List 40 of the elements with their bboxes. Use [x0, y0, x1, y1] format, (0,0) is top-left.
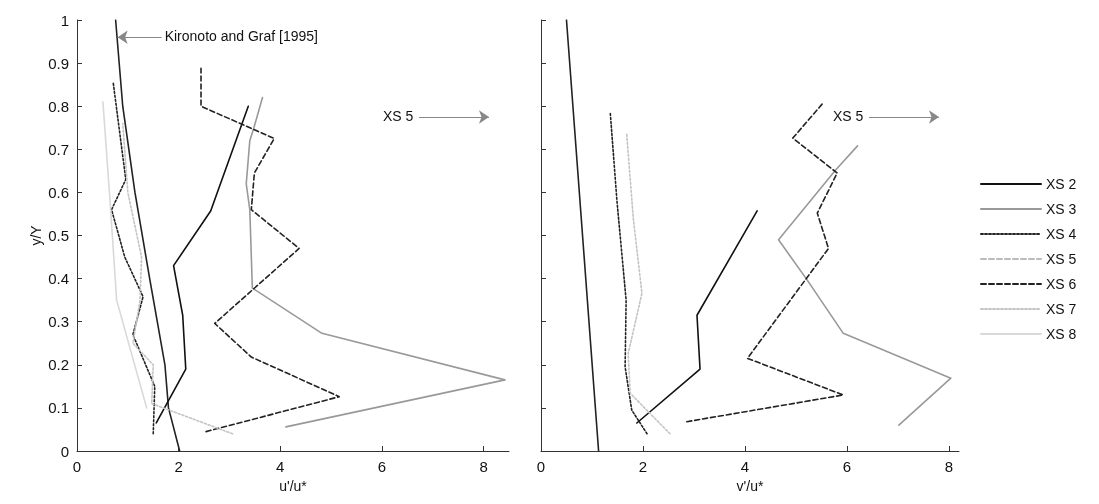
legend-label: XS 7	[1046, 301, 1077, 317]
y-tick-label: 0.9	[48, 54, 69, 72]
y-tick-label: 0.8	[48, 97, 69, 115]
y-axis-title: y/Y	[28, 224, 44, 246]
x-tick-label: 2	[174, 458, 183, 475]
y-tick-label: 0.5	[48, 227, 69, 244]
x-tick-label: 8	[479, 458, 488, 475]
line-series	[200, 67, 341, 433]
y-tick-label: 0	[60, 442, 69, 460]
line-series	[155, 105, 250, 424]
annotation: Kironoto and Graf [1995]	[164, 28, 318, 45]
line-series	[102, 101, 148, 409]
annotation: XS 5	[383, 107, 414, 124]
annotation: XS 5	[833, 107, 864, 124]
x-tick-label: 6	[842, 458, 852, 475]
x-tick-label: 0	[72, 458, 82, 475]
legend-label: XS 6	[1046, 276, 1077, 292]
y-tick-label: 0.3	[48, 313, 69, 331]
line-series	[110, 80, 156, 435]
legend-label: XS 4	[1046, 226, 1077, 242]
y-tick-label: 0.2	[48, 356, 69, 374]
x-tick-label: 0	[536, 458, 546, 475]
y-tick-label: 0.6	[48, 183, 69, 201]
legend-label: XS 8	[1046, 326, 1077, 342]
line-series	[121, 122, 234, 435]
x-axis-title: u'/u*	[279, 477, 308, 494]
y-tick-label: 0.7	[48, 140, 69, 158]
legend-label: XS 5	[1046, 251, 1077, 267]
x-tick-label: 4	[276, 458, 285, 475]
y-tick-label: 0.1	[48, 399, 69, 417]
x-tick-label: 2	[638, 458, 648, 475]
y-tick-label: 1	[60, 11, 69, 29]
x-tick-label: 6	[377, 458, 387, 475]
x-tick-label: 4	[740, 458, 750, 475]
x-axis-title: v'/u*	[736, 477, 764, 494]
legend-label: XS 2	[1046, 176, 1077, 192]
x-tick-label: 8	[944, 458, 953, 475]
line-series	[245, 96, 506, 428]
legend-label: XS 3	[1046, 201, 1077, 217]
y-tick-label: 0.4	[48, 270, 69, 288]
